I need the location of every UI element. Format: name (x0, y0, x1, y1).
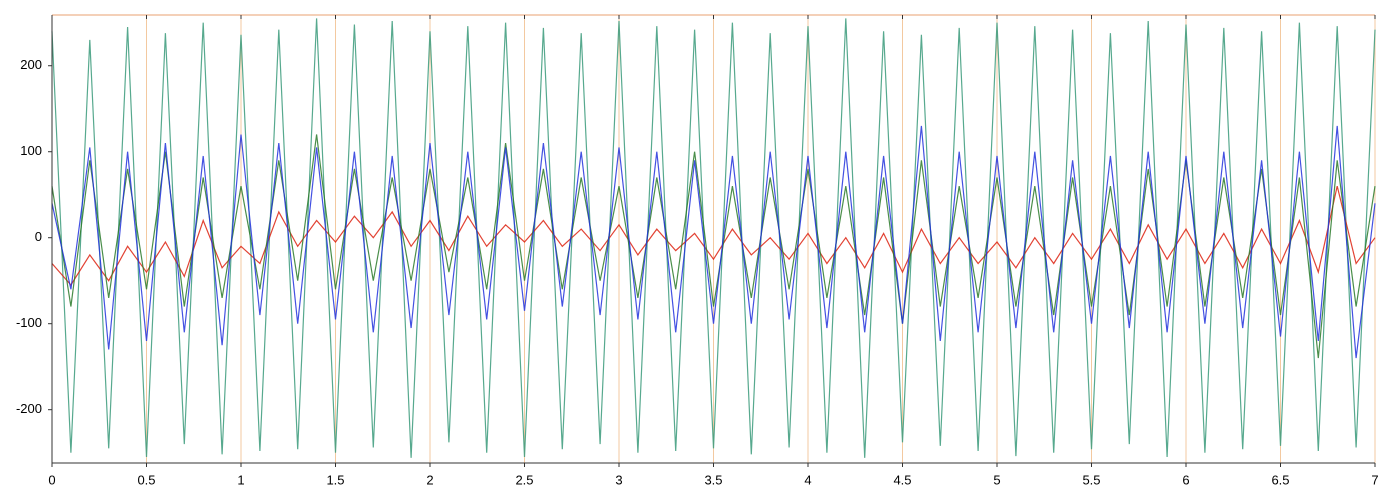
x-tick-label: 2.5 (515, 472, 533, 487)
x-tick-label: 5 (993, 472, 1000, 487)
x-tick-label: 6 (1182, 472, 1189, 487)
x-tick-label: 6.5 (1271, 472, 1289, 487)
y-tick-label: 0 (35, 229, 42, 244)
series-line (51, 185, 1376, 287)
y-tick-label: 200 (20, 57, 42, 72)
y-tick-label: -100 (16, 315, 42, 330)
x-tick-label: 1 (237, 472, 244, 487)
x-tick-label: 4.5 (893, 472, 911, 487)
x-tick-label: 5.5 (1082, 472, 1100, 487)
x-tick-label: 0.5 (137, 472, 155, 487)
y-tick-label: -200 (16, 401, 42, 416)
x-tick-label: 7 (1371, 472, 1378, 487)
x-tick-label: 2 (426, 472, 433, 487)
x-tick-label: 3 (615, 472, 622, 487)
x-tick-label: 0 (48, 472, 55, 487)
x-tick-label: 3.5 (704, 472, 722, 487)
series-line (51, 18, 1376, 458)
x-tick-label: 4 (804, 472, 811, 487)
x-tick-label: 1.5 (326, 472, 344, 487)
series-line (51, 125, 1376, 359)
y-tick-label: 100 (20, 143, 42, 158)
